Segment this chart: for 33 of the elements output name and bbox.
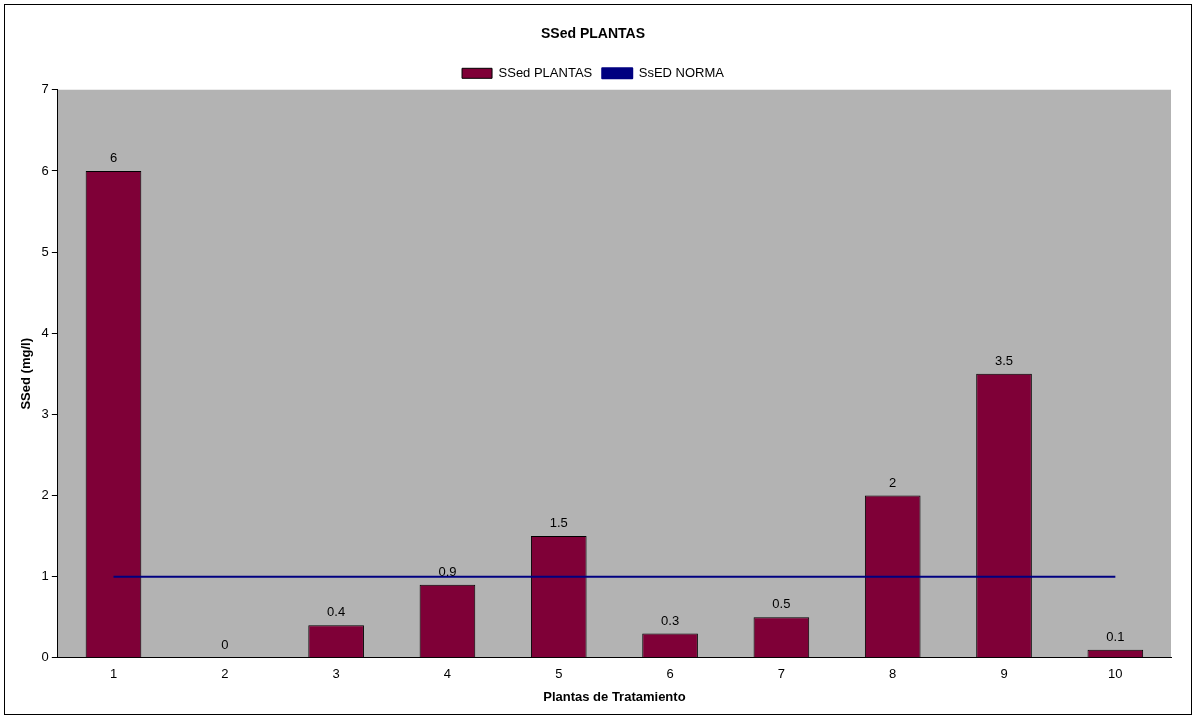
legend-label: SsED NORMA	[638, 64, 725, 80]
data-label: 0.4	[327, 604, 346, 620]
data-label: 0.5	[772, 596, 791, 612]
legend-label: SSed PLANTAS	[498, 64, 593, 80]
x-tick-label: 7	[777, 666, 786, 682]
x-tick-label: 1	[109, 666, 118, 682]
x-tick-label: 8	[889, 666, 897, 682]
x-tick-label: 2	[221, 666, 229, 682]
x-tick-label: 4	[443, 666, 452, 682]
data-label: 3.5	[994, 352, 1014, 368]
x-tick-label: 5	[555, 666, 563, 682]
data-label: 0	[221, 636, 229, 652]
y-tick-label: 0	[41, 649, 49, 665]
x-axis-title: Plantas de Tratamiento	[543, 688, 686, 704]
y-tick-label: 1	[41, 568, 49, 584]
chart-title: SSed PLANTAS	[541, 25, 645, 42]
y-axis-title: SSed (mg/l)	[18, 338, 34, 410]
y-tick-label: 7	[41, 81, 49, 97]
y-tick-label: 5	[41, 243, 49, 259]
y-tick-label: 2	[41, 487, 49, 503]
data-label: 2	[889, 474, 897, 490]
x-tick-label: 9	[1000, 666, 1008, 682]
data-label: 0.3	[661, 612, 680, 628]
data-label: 0.1	[1106, 628, 1125, 644]
x-tick-label: 10	[1108, 666, 1123, 682]
data-label: 1.5	[549, 515, 568, 531]
y-tick-label: 4	[41, 324, 49, 340]
data-label: 6	[109, 150, 118, 166]
x-tick-label: 6	[666, 666, 674, 682]
y-tick-label: 3	[41, 405, 49, 421]
x-tick-label: 3	[332, 666, 340, 682]
y-tick-label: 6	[41, 162, 49, 178]
data-label: 0.9	[438, 563, 457, 579]
